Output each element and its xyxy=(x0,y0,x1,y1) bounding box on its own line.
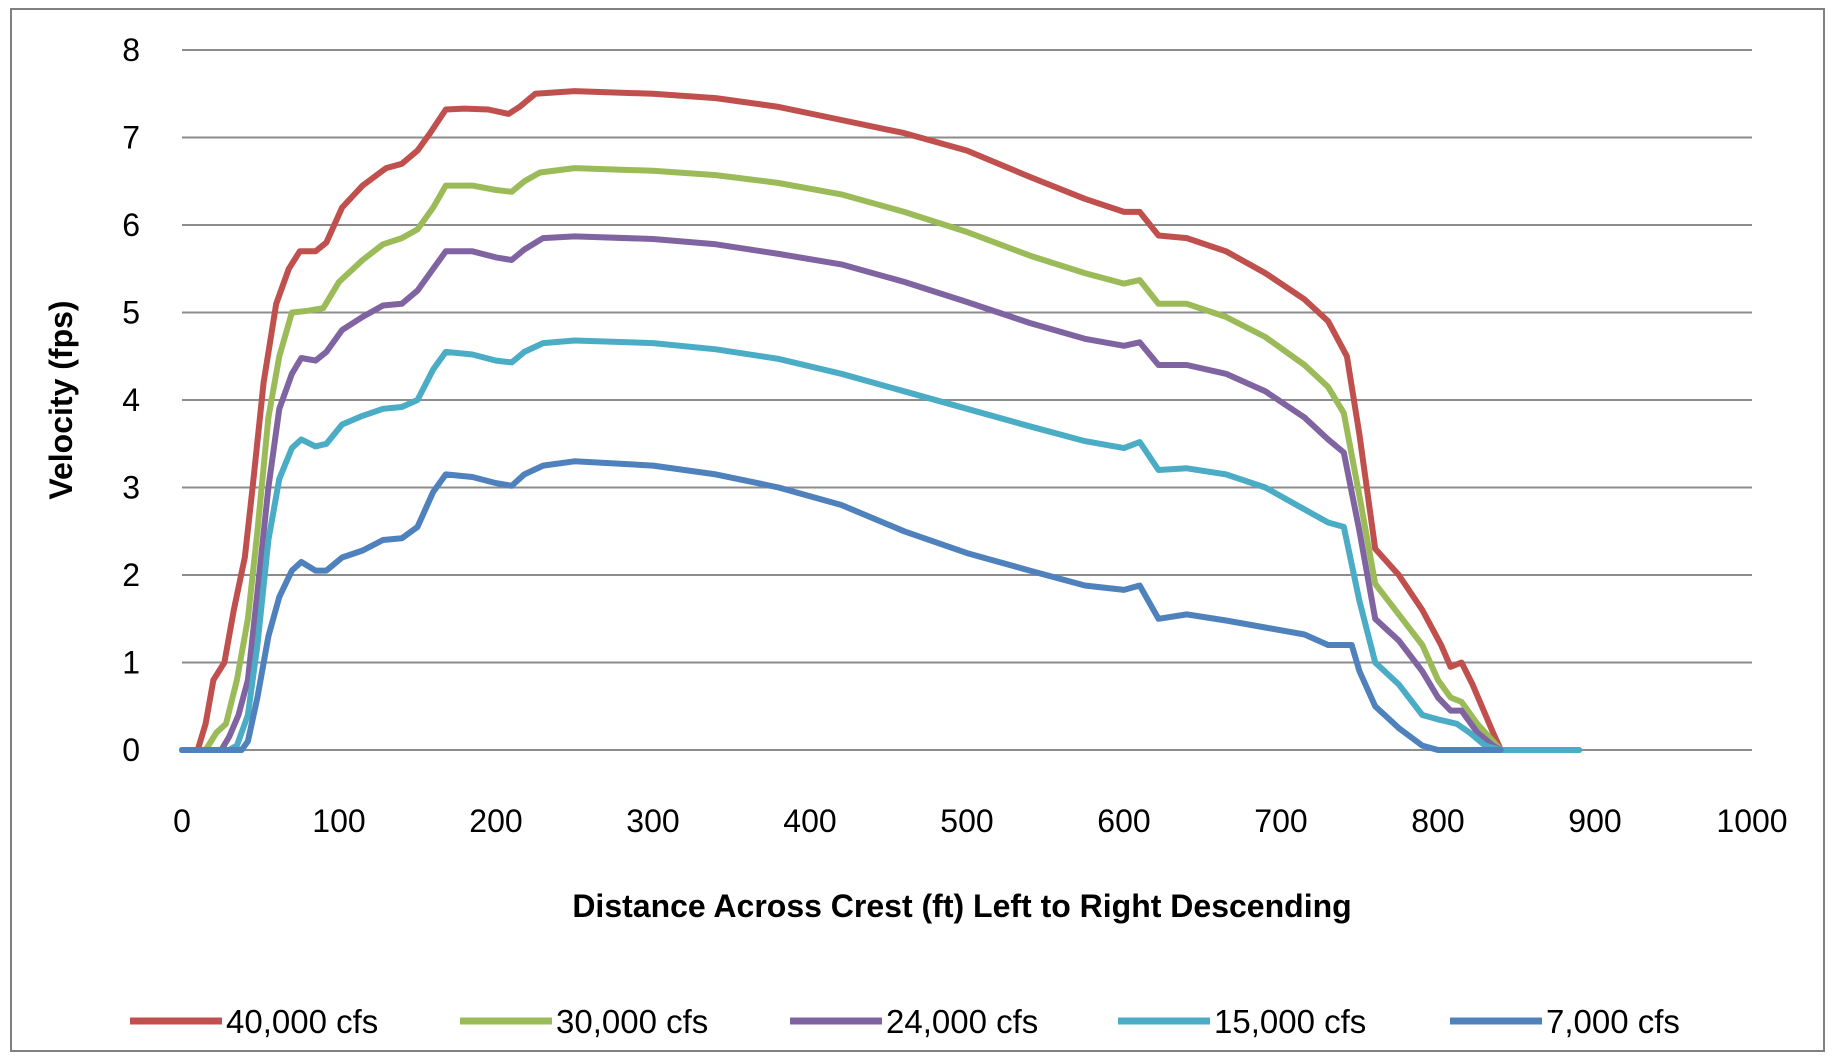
legend: 40,000 cfs 30,000 cfs 24,000 cfs 15,000 cfs… xyxy=(130,1003,1680,1040)
y-axis-title: Velocity (fps) xyxy=(43,300,79,499)
series-line-2 xyxy=(179,233,1504,753)
y-tick-label: 6 xyxy=(122,207,140,243)
x-tick-label: 600 xyxy=(1097,803,1150,839)
legend-label-1: 30,000 cfs xyxy=(556,1003,708,1040)
x-tick-label: 300 xyxy=(626,803,679,839)
chart-frame xyxy=(10,8,1825,1052)
x-tick-label: 500 xyxy=(940,803,993,839)
y-tick-label: 1 xyxy=(122,645,140,681)
x-tick-label: 200 xyxy=(469,803,522,839)
series-line-3 xyxy=(179,337,1583,753)
x-tick-label: 0 xyxy=(173,803,191,839)
series-line-4 xyxy=(179,458,1504,753)
y-tick-label: 8 xyxy=(122,32,140,68)
y-tick-label: 5 xyxy=(122,295,140,331)
x-tick-label: 400 xyxy=(783,803,836,839)
y-tick-label: 3 xyxy=(122,470,140,506)
y-tick-label: 4 xyxy=(122,382,140,418)
series-line-1 xyxy=(179,165,1504,753)
legend-label-4: 7,000 cfs xyxy=(1546,1003,1680,1040)
y-tick-label: 0 xyxy=(122,732,140,768)
x-tick-labels: 0 100 200 300 400 500 600 700 800 900 1000 xyxy=(173,803,1787,839)
legend-label-2: 24,000 cfs xyxy=(886,1003,1038,1040)
legend-label-0: 40,000 cfs xyxy=(226,1003,378,1040)
y-tick-label: 7 xyxy=(122,120,140,156)
x-tick-label: 700 xyxy=(1254,803,1307,839)
x-tick-label: 1000 xyxy=(1716,803,1787,839)
y-tick-labels: 0 1 2 3 4 5 6 7 8 xyxy=(122,32,140,768)
x-tick-label: 100 xyxy=(312,803,365,839)
series-line-0 xyxy=(179,88,1504,753)
x-axis-title: Distance Across Crest (ft) Left to Right… xyxy=(572,888,1351,924)
legend-label-3: 15,000 cfs xyxy=(1214,1003,1366,1040)
x-tick-label: 900 xyxy=(1568,803,1621,839)
y-tick-label: 2 xyxy=(122,557,140,593)
x-tick-label: 800 xyxy=(1411,803,1464,839)
series-lines xyxy=(179,88,1583,753)
